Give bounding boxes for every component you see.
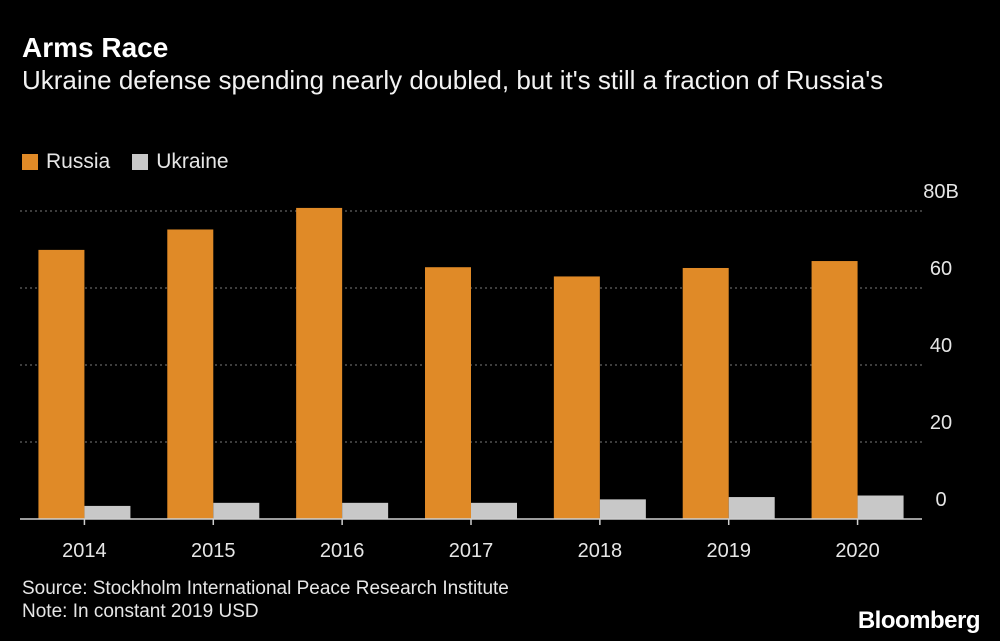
source-note: Source: Stockholm International Peace Re… [22,578,509,599]
bloomberg-logo: Bloomberg [857,607,981,634]
bar-ukraine-2016 [342,502,389,519]
bar-russia-2017 [425,267,471,519]
x-tick-label: 2016 [320,540,365,562]
bar-ukraine-2019 [728,497,775,519]
y-tick-label: 80B [923,181,959,203]
y-tick-label: 40 [930,335,952,357]
x-tick-label: 2015 [191,540,236,562]
bar-ukraine-2015 [213,502,260,519]
bar-ukraine-2020 [857,495,904,519]
chart-legend: Russia Ukraine [22,150,251,174]
chart-subtitle: Ukraine defense spending nearly doubled,… [22,65,884,95]
x-tick-label: 2017 [449,540,494,562]
legend-entry-russia: Russia [22,150,110,174]
y-tick-label: 60 [930,258,952,280]
bar-russia-2018 [553,276,600,519]
footnote: Note: In constant 2019 USD [22,601,259,622]
bar-russia-2014 [38,249,85,519]
bar-ukraine-2018 [599,499,646,519]
legend-entry-ukraine: Ukraine [132,150,229,174]
bar-russia-2016 [296,207,343,520]
y-tick-label: 0 [935,489,946,511]
legend-label-russia: Russia [46,150,111,173]
bar-russia-2019 [682,267,729,519]
y-tick-label: 20 [930,412,952,434]
bar-russia-2020 [811,261,858,519]
x-tick-label: 2018 [578,540,623,562]
chart-title: Arms Race [22,32,169,63]
bar-russia-2015 [167,229,214,520]
legend-swatch-ukraine [132,154,149,170]
legend-label-ukraine: Ukraine [156,150,229,173]
x-tick-label: 2020 [835,540,880,562]
bar-ukraine-2014 [84,505,131,519]
bar-ukraine-2017 [471,502,517,519]
x-tick-label: 2014 [62,540,107,562]
legend-swatch-russia [22,154,38,170]
x-tick-label: 2019 [706,540,751,562]
